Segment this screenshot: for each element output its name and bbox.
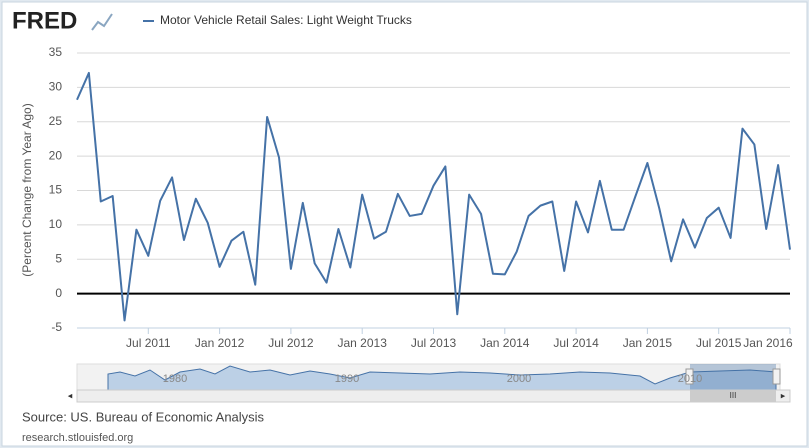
y-tick-label: 5 — [55, 251, 62, 265]
y-tick-label: -5 — [51, 320, 62, 334]
x-tick-label: Jul 2015 — [696, 336, 742, 350]
navigator-label: 2000 — [507, 373, 531, 385]
legend-label: Motor Vehicle Retail Sales: Light Weight… — [160, 13, 412, 27]
y-tick-label: 25 — [49, 114, 63, 128]
series-line — [76, 71, 791, 322]
y-axis-label: (Percent Change from Year Ago) — [20, 103, 34, 276]
navigator-selection[interactable] — [690, 364, 776, 390]
x-tick-label: Jul 2011 — [126, 336, 171, 350]
navigator-series — [107, 365, 777, 391]
navigator-label: 1980 — [163, 373, 187, 385]
x-tick-label: Jul 2012 — [268, 336, 314, 350]
scrollbar-thumb[interactable] — [690, 390, 776, 402]
x-tick-label: Jan 2014 — [480, 336, 530, 350]
x-tick-label: Jan 2016 — [743, 336, 793, 350]
navigator-label: 2010 — [678, 373, 702, 385]
y-tick-label: 30 — [49, 80, 63, 94]
x-tick-label: Jan 2013 — [338, 336, 388, 350]
x-tick-label: Jan 2015 — [623, 336, 673, 350]
x-tick-label: Jul 2013 — [411, 336, 457, 350]
footer: research.stlouisfed.org — [22, 432, 133, 444]
scroll-right[interactable]: ▸ — [781, 390, 786, 400]
navigator-label: 1990 — [335, 373, 359, 385]
x-tick-label: Jan 2012 — [195, 336, 245, 350]
brand: FRED — [12, 7, 77, 34]
navigator-handle[interactable] — [772, 368, 781, 385]
x-tick-label: Jul 2014 — [553, 336, 599, 350]
y-tick-label: 20 — [49, 148, 63, 162]
y-tick-label: 35 — [49, 45, 63, 59]
scrollbar[interactable] — [76, 389, 791, 403]
scroll-left[interactable]: ◂ — [68, 390, 73, 400]
navigator-handle[interactable] — [685, 368, 694, 385]
y-tick-label: 15 — [49, 183, 63, 197]
y-tick-label: 0 — [55, 286, 62, 300]
brand-icon — [91, 13, 113, 31]
scrollbar-grip: III — [730, 391, 737, 400]
y-tick-label: 10 — [49, 217, 63, 231]
source: Source: US. Bureau of Economic Analysis — [22, 409, 265, 424]
